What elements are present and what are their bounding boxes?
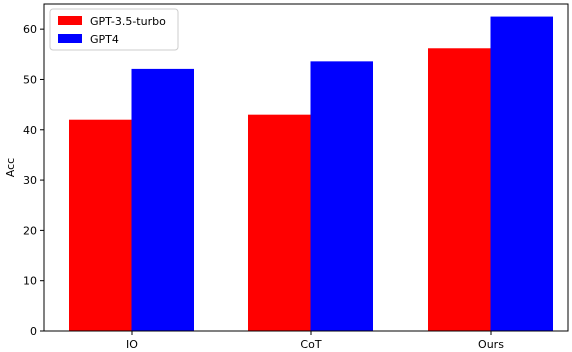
legend: GPT-3.5-turbo GPT4	[49, 8, 179, 51]
bar-gpt-3-5-turbo-ours	[428, 48, 491, 331]
bar-gpt-3-5-turbo-cot	[248, 114, 311, 331]
y-axis: 0 10 20 30 40 50 60	[23, 23, 44, 338]
legend-swatch	[58, 34, 82, 43]
bar-gpt4-io	[131, 68, 194, 332]
legend-swatch	[58, 16, 82, 25]
legend-label: GPT-3.5-turbo	[90, 15, 166, 28]
y-tick-label: 40	[23, 124, 37, 137]
x-tick-label: Ours	[478, 338, 504, 351]
y-tick-label: 20	[23, 224, 37, 237]
y-tick-label: 60	[23, 23, 37, 36]
bars-group	[69, 16, 553, 332]
legend-label: GPT4	[90, 33, 119, 46]
y-tick-label: 0	[30, 325, 37, 338]
bar-gpt-3-5-turbo-io	[69, 119, 132, 331]
plot-frame	[43, 3, 569, 332]
x-tick-label: CoT	[300, 338, 321, 351]
y-tick-label: 30	[23, 174, 37, 187]
x-tick-label: IO	[126, 338, 138, 351]
y-axis-label: Acc	[4, 158, 17, 177]
y-tick-label: 10	[23, 275, 37, 288]
y-tick-label: 50	[23, 73, 37, 86]
bar-gpt4-cot	[310, 61, 373, 331]
x-axis: IO CoT Ours	[126, 331, 504, 351]
bar-gpt4-ours	[490, 16, 553, 331]
